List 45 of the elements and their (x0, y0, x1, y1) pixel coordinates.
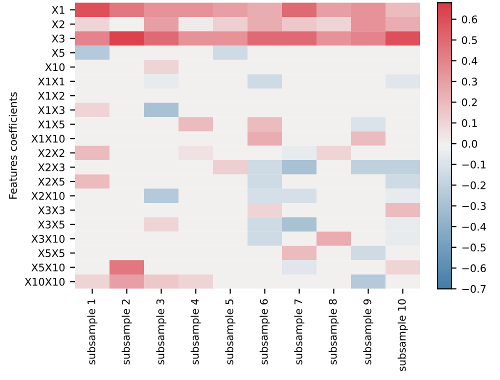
y-tick-label: X10 (45, 63, 65, 72)
x-tick-label: subsample 10 (398, 299, 408, 372)
color-bar-label: −0.3 (462, 202, 486, 210)
color-bar-label: −0.4 (462, 222, 486, 231)
y-tick-label: X5X5 (38, 249, 64, 258)
color-bar-label: 0.1 (462, 119, 477, 128)
y-tick-label: X1X5 (38, 120, 64, 128)
y-tick-label: X2 (52, 20, 64, 28)
y-tick-label: X2X3 (38, 163, 64, 172)
y-tick-label: X1X1 (38, 78, 64, 86)
color-bar-label: −0.6 (462, 264, 486, 272)
x-tick-label: subsample 4 (190, 299, 201, 364)
color-bar-label: −0.7 (462, 285, 486, 293)
x-tick-label: subsample 3 (156, 299, 166, 364)
y-tick-label: X1X2 (38, 92, 64, 100)
x-tick-label: subsample 5 (225, 299, 236, 364)
y-tick-label: X2X10 (31, 192, 65, 200)
color-bar-label: 0.5 (462, 36, 477, 44)
y-tick-label: X3X3 (38, 206, 64, 214)
color-bar-label: 0.0 (462, 140, 478, 148)
x-tick-label: subsample 2 (122, 300, 132, 364)
color-bar-label: 0.6 (462, 15, 478, 24)
y-tick-label: X3 (52, 34, 64, 43)
x-tick-label: subsample 7 (294, 299, 304, 364)
y-tick-label: X5X10 (31, 264, 65, 272)
y-tick-label: X1 (52, 6, 64, 14)
y-tick-label: X1X10 (31, 134, 65, 143)
y-tick-label: X2X5 (38, 178, 64, 186)
y-tick-label: X10X10 (24, 278, 65, 286)
y-tick-label: X3X10 (31, 234, 65, 243)
color-bar-label: −0.1 (462, 160, 486, 168)
color-bar-label: −0.5 (462, 244, 486, 252)
color-bar-label: 0.2 (462, 98, 477, 106)
x-tick-label: subsample 6 (260, 299, 270, 364)
x-tick-label: subsample 1 (87, 299, 98, 364)
color-bar-label: 0.3 (462, 78, 477, 86)
y-tick-label: X5 (52, 49, 64, 57)
y-tick-label: X2X2 (38, 149, 64, 157)
x-tick-label: subsample 8 (328, 299, 339, 364)
y-tick-label: X3X5 (38, 220, 64, 229)
color-bar-label: −0.2 (462, 181, 486, 190)
color-bar-label: 0.4 (462, 56, 478, 65)
x-tick-label: subsample 9 (363, 299, 374, 364)
y-tick-label: X1X3 (38, 106, 64, 114)
y-axis-title: Features coefficients (8, 92, 17, 199)
